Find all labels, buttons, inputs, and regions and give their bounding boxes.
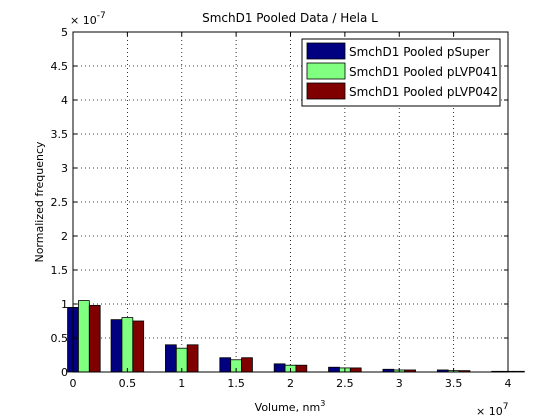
y-tick-label: 2.5	[51, 196, 69, 209]
bar	[88, 304, 101, 373]
bar	[78, 300, 90, 373]
x-tick-label: 1	[178, 377, 185, 390]
bar	[295, 364, 308, 373]
bar	[121, 317, 134, 373]
legend-label: SmchD1 Pooled pLVP041	[349, 65, 498, 79]
x-tick-label: 4	[505, 377, 512, 390]
x-tick-label: 0	[70, 377, 77, 390]
x-tick-label: 0.5	[119, 377, 137, 390]
x-tick-label: 3	[396, 377, 403, 390]
legend-swatch	[306, 62, 346, 80]
y-tick-label: 0	[61, 366, 68, 379]
y-tick-label: 5	[61, 26, 68, 39]
y-tick-label: 4.5	[51, 60, 69, 73]
bar	[328, 366, 340, 373]
x-tick-label: 1.5	[227, 377, 245, 390]
bar	[132, 320, 145, 373]
legend: SmchD1 Pooled pSuper SmchD1 Pooled pLVP04…	[301, 38, 501, 107]
y-tick-label: 1.5	[51, 264, 69, 277]
bar	[513, 370, 525, 373]
x-tick-label: 2.5	[336, 377, 354, 390]
x-multiplier: × 107	[476, 402, 508, 418]
x-tick-label: 2	[287, 377, 294, 390]
bar	[110, 319, 123, 373]
y-tick-label: 4	[61, 94, 68, 107]
x-axis-label: Volume, nm3	[255, 399, 326, 414]
legend-swatch	[306, 42, 346, 60]
ticks: 0 0.5 1 1.5 2 2.5 3 3.5 4 0 0.5 1 1.5 2 2.5 3 3.5 4 4.5 5	[51, 26, 512, 390]
y-tick-label: 3.5	[51, 128, 69, 141]
x-tick-label: 3.5	[445, 377, 463, 390]
bar	[349, 367, 362, 373]
bar	[165, 344, 177, 373]
legend-label: SmchD1 Pooled pSuper	[349, 45, 490, 59]
bar	[186, 344, 199, 373]
chart-title: SmchD1 Pooled Data / Hela L	[202, 11, 378, 25]
y-tick-label: 3	[61, 162, 68, 175]
y-axis-label: Normalized frequency	[33, 141, 46, 263]
bar	[241, 357, 253, 373]
y-tick-label: 0.5	[51, 332, 69, 345]
y-tick-label: 2	[61, 230, 68, 243]
bar	[273, 363, 286, 373]
y-tick-label: 1	[61, 298, 68, 311]
y-multiplier: × 10-7	[70, 11, 106, 27]
legend-swatch	[306, 82, 346, 100]
legend-label: SmchD1 Pooled pLVP042	[349, 85, 498, 99]
bar	[219, 357, 232, 373]
